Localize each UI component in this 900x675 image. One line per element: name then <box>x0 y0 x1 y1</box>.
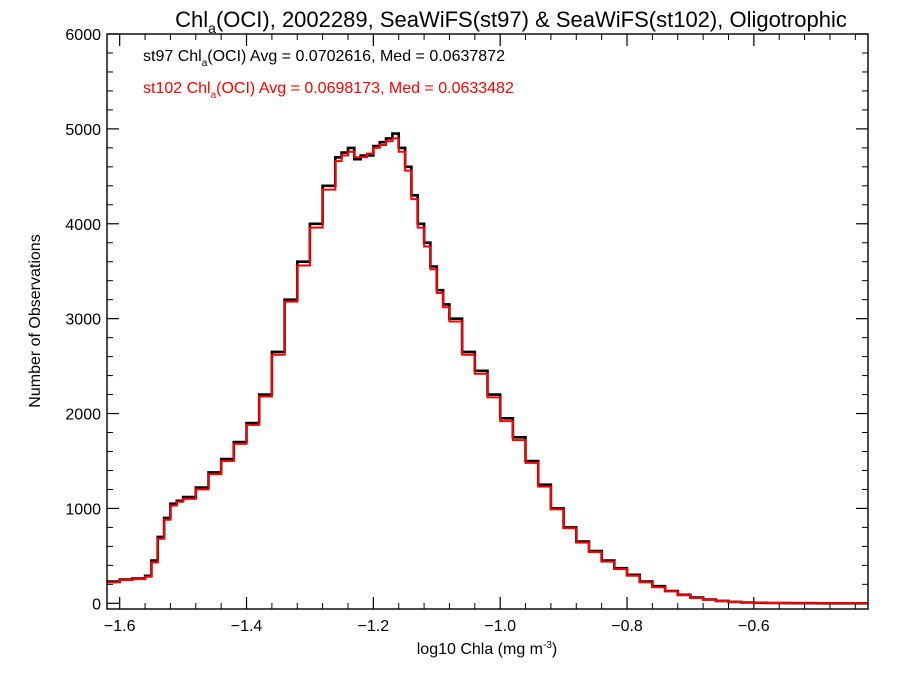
stats-annotation-st97: st97 Chla(OCI) Avg = 0.0702616, Med = 0.… <box>143 48 505 69</box>
x-tick-label: −1.4 <box>231 618 263 635</box>
x-tick-label: −0.8 <box>611 618 643 635</box>
x-tick-label: −0.6 <box>738 618 770 635</box>
y-tick-label: 4000 <box>65 217 101 234</box>
plot-frame <box>106 33 869 610</box>
x-tick-label: −1.6 <box>104 618 136 635</box>
y-tick-label: 6000 <box>65 27 101 44</box>
y-tick-label: 1000 <box>65 501 101 518</box>
y-axis: 0 1000 2000 3000 4000 5000 6000 <box>65 27 868 613</box>
y-tick-label: 2000 <box>65 407 101 424</box>
x-axis: −1.6 −1.4 −1.2 −1.0 −0.8 −0.6 <box>104 34 856 635</box>
x-axis-label: log10 Chla (mg m-3) <box>417 640 558 658</box>
series-line-1 <box>107 137 868 605</box>
y-tick-label: 5000 <box>65 122 101 139</box>
y-tick-label: 3000 <box>65 312 101 329</box>
x-tick-label: −1.0 <box>484 618 516 635</box>
series-line-0 <box>107 132 868 605</box>
stats-annotation-st102: st102 Chla(OCI) Avg = 0.0698173, Med = 0… <box>143 80 514 101</box>
y-tick-label: 0 <box>92 596 101 613</box>
chart-title: Chla(OCI), 2002289, SeaWiFS(st97) & SeaW… <box>175 7 847 36</box>
x-tick-label: −1.2 <box>358 618 390 635</box>
series-layer <box>107 132 868 605</box>
y-axis-label: Number of Observations <box>27 234 44 407</box>
